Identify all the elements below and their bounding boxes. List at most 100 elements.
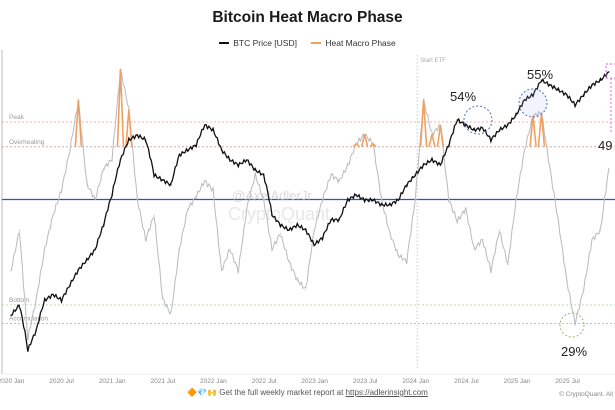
heat-point: [111, 158, 113, 160]
btc-price-point: [414, 174, 416, 176]
x-tick-label: 2020 Jul: [49, 378, 74, 385]
level-label: Overheating: [9, 139, 45, 146]
heat-overheat-highlight: [352, 142, 360, 148]
heat-point: [153, 214, 155, 216]
heat-point: [465, 208, 467, 210]
heat-point: [271, 248, 273, 250]
heat-overheat-highlight: [369, 142, 377, 148]
btc-price-point: [456, 119, 458, 121]
heat-point: [338, 180, 340, 182]
heat-point: [60, 189, 63, 191]
btc-price-point: [380, 204, 383, 206]
footer-link[interactable]: https://adlerinsight.com: [345, 388, 428, 397]
annotation-circle-54: [463, 105, 493, 135]
heat-point: [279, 233, 282, 235]
footer-text: Get the full weekly market report at: [219, 388, 346, 397]
legend-swatch-btc: [219, 42, 230, 44]
btc-price-point: [389, 204, 391, 206]
heat-point: [170, 313, 172, 315]
heat-point: [490, 270, 492, 272]
heat-point: [389, 233, 391, 235]
annotation-box-49: [605, 63, 615, 79]
heat-point: [69, 149, 71, 151]
level-label: Bottom: [9, 297, 30, 304]
btc-price-point: [43, 299, 46, 301]
watermark-author: @AxelAdlerJr: [232, 188, 312, 203]
heat-point: [103, 167, 105, 170]
heat-point: [263, 198, 265, 201]
btc-price-point: [136, 134, 138, 137]
heat-point: [599, 229, 602, 232]
btc-price-point: [363, 199, 366, 201]
btc-price-point: [397, 199, 400, 201]
btc-price-point: [532, 94, 534, 96]
btc-price-point: [557, 89, 559, 91]
x-tick-label: 2022 Jul: [252, 378, 277, 385]
annotation-circle-29: [559, 312, 585, 338]
btc-price-point: [540, 79, 543, 81]
annotation-circle-55: [518, 88, 548, 118]
legend-item-btc-price[interactable]: BTC Price [USD]: [219, 38, 297, 48]
btc-price-point: [498, 129, 501, 131]
btc-price-point: [439, 164, 442, 166]
btc-price-point: [111, 194, 113, 196]
heat-point: [161, 298, 164, 300]
btc-price-point: [296, 224, 298, 226]
heat-point: [212, 189, 214, 191]
btc-price-point: [161, 179, 164, 181]
x-tick-label: 2025 Jan: [504, 378, 531, 385]
btc-price-point: [10, 314, 12, 316]
annotation-label-54: 54%: [450, 89, 476, 104]
legend-label-btc: BTC Price [USD]: [233, 38, 297, 48]
btc-price-point: [52, 293, 54, 296]
heat-point: [406, 260, 408, 263]
heat-point: [195, 195, 197, 197]
btc-price-point: [549, 84, 551, 86]
chart-title: Bitcoin Heat Macro Phase: [212, 9, 403, 26]
heat-overheat-highlight: [116, 69, 125, 147]
btc-price-point: [271, 214, 273, 216]
heat-point: [557, 220, 559, 222]
btc-price-point: [507, 124, 509, 126]
btc-price-point: [27, 349, 29, 352]
btc-price-point: [431, 159, 433, 161]
btc-price-point: [145, 139, 147, 141]
x-tick-label: 2024 Jan: [402, 378, 429, 385]
x-tick-label: 2024 Jul: [454, 378, 479, 385]
btc-price-point: [102, 224, 105, 226]
footer-emoji: 🔶💎🙌: [187, 388, 218, 397]
btc-price-point: [591, 84, 593, 86]
heat-point: [473, 248, 475, 250]
heat-point: [187, 208, 189, 210]
btc-price-point: [279, 224, 282, 226]
legend: BTC Price [USD] Heat Macro Phase: [0, 36, 615, 48]
legend-swatch-heat: [311, 42, 322, 44]
heat-overheat-highlight: [419, 100, 428, 147]
heat-overheat-highlight: [125, 109, 133, 147]
heat-point: [229, 248, 231, 250]
heat-point: [498, 229, 500, 232]
btc-price-point: [566, 94, 568, 96]
heat-point: [574, 322, 576, 325]
legend-label-heat: Heat Macro Phase: [325, 38, 396, 48]
btc-price-point: [60, 299, 63, 301]
btc-price-point: [212, 129, 214, 131]
btc-price-point: [69, 284, 71, 286]
heat-point: [524, 149, 526, 151]
btc-price-point: [288, 229, 290, 231]
x-tick-label: 2021 Jan: [99, 378, 126, 385]
annotation-label-55: 55%: [527, 67, 553, 82]
legend-item-heat[interactable]: Heat Macro Phase: [311, 38, 396, 48]
btc-price-point: [237, 164, 240, 166]
heat-overheat-highlight: [436, 124, 445, 147]
heat-point: [507, 264, 509, 266]
heat-point: [246, 208, 248, 210]
btc-price-point: [262, 174, 265, 176]
heat-point: [237, 270, 239, 272]
heat-point: [27, 338, 29, 340]
heat-point: [549, 167, 551, 170]
btc-price-point: [523, 99, 526, 101]
btc-price-point: [77, 269, 80, 271]
btc-price-point: [338, 219, 341, 221]
heat-point: [86, 183, 88, 185]
